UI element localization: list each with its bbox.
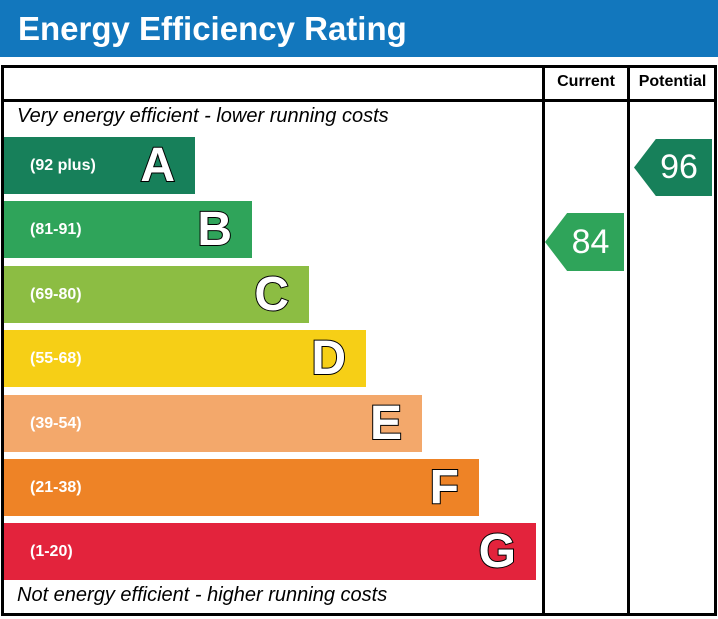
rating-band-a: (92 plus) A <box>4 137 195 194</box>
rating-band-c: (69-80) C <box>4 266 309 323</box>
rating-band-e: (39-54) E <box>4 395 422 452</box>
potential-rating-value: 96 <box>660 148 698 186</box>
band-range-label: (69-80) <box>30 285 82 303</box>
page-title: Energy Efficiency Rating <box>18 10 407 47</box>
title-bar: Energy Efficiency Rating <box>0 0 718 57</box>
band-range-label: (1-20) <box>30 542 73 560</box>
band-range-label: (92 plus) <box>30 156 96 174</box>
current-column-divider <box>542 65 545 616</box>
current-rating-value: 84 <box>571 222 610 261</box>
top-note: Very energy efficient - lower running co… <box>17 105 389 127</box>
rating-band-b: (81-91) B <box>4 201 252 258</box>
band-letter: E <box>369 396 403 451</box>
column-header-potential: Potential <box>638 73 707 90</box>
band-range-label: (21-38) <box>30 478 82 496</box>
band-letter: C <box>253 267 290 322</box>
band-letter: D <box>310 331 347 386</box>
band-letter: G <box>478 524 517 579</box>
potential-column-divider <box>627 65 630 616</box>
band-letter: A <box>139 138 176 193</box>
band-range-label: (81-91) <box>30 220 82 238</box>
band-letter: F <box>429 460 460 515</box>
bottom-note: Not energy efficient - higher running co… <box>17 584 388 606</box>
rating-band-d: (55-68) D <box>4 330 366 387</box>
header-row-divider <box>1 99 717 102</box>
rating-band-f: (21-38) F <box>4 459 479 516</box>
band-range-label: (39-54) <box>30 414 82 432</box>
column-header-current: Current <box>557 73 615 90</box>
band-range-label: (55-68) <box>30 349 82 367</box>
rating-band-g: (1-20) G <box>4 523 536 580</box>
band-letter: B <box>196 202 233 257</box>
